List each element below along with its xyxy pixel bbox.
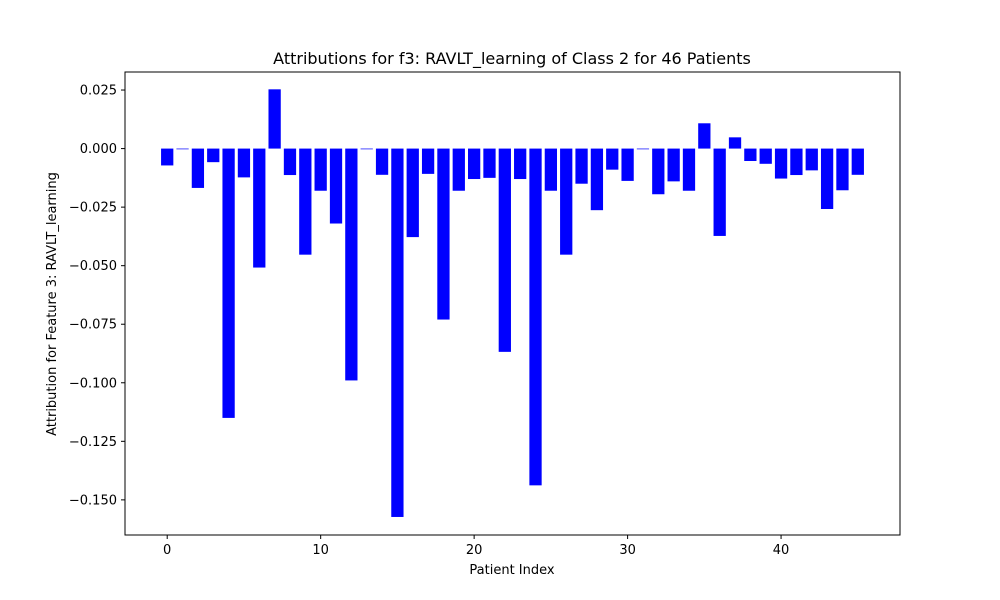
- bar-patient-23: [514, 148, 527, 180]
- bar-patient-27: [575, 148, 588, 184]
- bar-patient-1: [176, 148, 189, 150]
- plot-frame: [124, 71, 901, 536]
- bar-patient-19: [452, 148, 465, 191]
- bar-patient-26: [560, 148, 573, 255]
- bar-patient-37: [728, 137, 742, 149]
- y-tick-label: −0.125: [69, 435, 117, 450]
- x-tick-label: 20: [466, 543, 483, 558]
- x-tick-label: 40: [773, 543, 790, 558]
- bar-patient-18: [437, 148, 450, 320]
- y-tick-label: −0.025: [69, 201, 117, 216]
- bar-patient-32: [652, 148, 665, 195]
- bar-patient-7: [268, 89, 281, 149]
- bar-patient-9: [299, 148, 312, 255]
- y-tick-label: −0.100: [69, 376, 117, 391]
- y-ticks: 0.025 0.000 −0.025 −0.050 −0.075 −0.100 −0.125…: [69, 84, 125, 508]
- bar-patient-28: [590, 148, 604, 211]
- bar-patient-13: [360, 148, 373, 150]
- y-tick-label: −0.150: [69, 493, 117, 508]
- bar-patient-41: [790, 148, 803, 176]
- bar-patient-31: [636, 148, 650, 150]
- bar-patient-45: [851, 148, 864, 175]
- y-axis-label: Attribution for Feature 3: RAVLT_learnin…: [45, 172, 60, 436]
- x-axis-label: Patient Index: [469, 563, 554, 578]
- bar-patient-42: [805, 148, 818, 171]
- bars-group: [161, 89, 864, 517]
- bar-patient-14: [375, 148, 389, 175]
- bar-patient-12: [345, 148, 358, 381]
- bar-patient-20: [467, 148, 481, 180]
- bar-patient-33: [667, 148, 680, 182]
- bar-patient-6: [253, 148, 266, 268]
- x-tick-label: 30: [619, 543, 636, 558]
- bar-patient-24: [529, 148, 542, 486]
- bar-patient-0: [161, 148, 174, 166]
- y-tick-label: 0.000: [80, 142, 117, 157]
- bar-patient-39: [759, 148, 772, 164]
- x-ticks: 0 10 20 30 40: [163, 535, 789, 558]
- x-tick-label: 10: [312, 543, 329, 558]
- bar-patient-21: [483, 148, 496, 178]
- x-tick-label: 0: [163, 543, 171, 558]
- bar-patient-11: [329, 148, 343, 224]
- bar-patient-44: [836, 148, 849, 191]
- bar-patient-3: [207, 148, 220, 163]
- bar-patient-43: [820, 148, 834, 210]
- bar-patient-15: [391, 148, 404, 517]
- bar-patient-35: [698, 123, 711, 149]
- bar-patient-34: [682, 148, 696, 191]
- bar-patient-30: [621, 148, 634, 181]
- bar-patient-8: [283, 148, 297, 176]
- bar-patient-2: [191, 148, 205, 188]
- bar-patient-38: [744, 148, 757, 161]
- chart-title: Attributions for f3: RAVLT_learning of C…: [273, 49, 751, 69]
- bar-patient-5: [237, 148, 251, 178]
- bar-patient-16: [406, 148, 419, 238]
- bar-patient-4: [222, 148, 235, 418]
- y-tick-label: −0.075: [69, 318, 117, 333]
- bar-patient-22: [498, 148, 511, 352]
- bar-patient-36: [713, 148, 726, 236]
- bar-patient-10: [314, 148, 327, 191]
- bar-patient-29: [606, 148, 619, 170]
- bar-patient-25: [544, 148, 558, 191]
- bar-patient-17: [421, 148, 435, 174]
- bar-patient-40: [774, 148, 788, 179]
- y-tick-label: −0.050: [69, 259, 117, 274]
- y-tick-label: 0.025: [80, 84, 117, 99]
